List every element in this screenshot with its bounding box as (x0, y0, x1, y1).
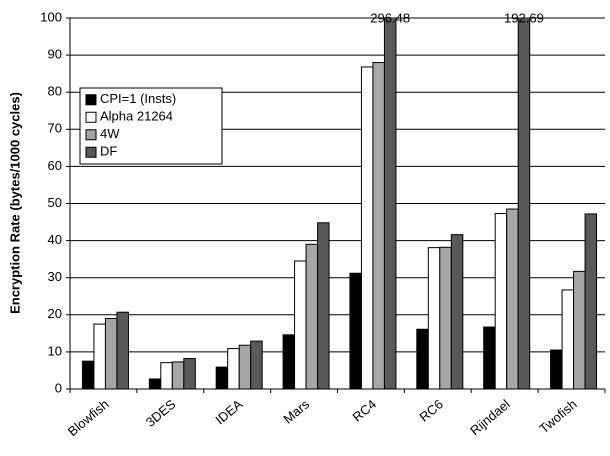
y-tick-label: 60 (48, 158, 62, 173)
legend-swatch (85, 146, 97, 158)
legend-box (79, 87, 223, 165)
x-tick-label: Mars (280, 396, 312, 426)
legend-label: 4W (100, 126, 120, 141)
legend-label: CPI=1 (Insts) (100, 91, 176, 106)
y-tick-label: 70 (48, 121, 62, 136)
y-tick-label: 20 (48, 306, 62, 321)
x-tick-label: 3DES (143, 396, 179, 430)
y-tick-label: 0 (55, 380, 62, 395)
bar (483, 326, 496, 389)
x-tick-label: RC6 (416, 396, 446, 424)
bar (427, 247, 441, 389)
bar (116, 311, 129, 389)
bar (183, 358, 196, 389)
y-axis-label: Encryption Rate (bytes/1000 cycles) (7, 92, 22, 314)
bar (317, 222, 330, 389)
x-tick-label: IDEA (212, 396, 245, 427)
y-tick-label: 100 (40, 9, 62, 24)
legend-swatch (85, 129, 97, 141)
y-tick-label: 90 (48, 47, 62, 62)
bar (584, 213, 598, 389)
y-tick-label: 30 (48, 269, 62, 284)
x-tick-label: Blowfish (65, 396, 112, 439)
y-tick-label: 40 (48, 232, 62, 247)
legend-label: DF (100, 144, 117, 159)
bar (238, 344, 252, 389)
bar (81, 360, 95, 389)
value-label: 192.69 (504, 10, 544, 25)
bar (282, 334, 296, 389)
x-tick-label: RC4 (350, 396, 380, 424)
bar (360, 66, 374, 389)
bar (506, 208, 519, 389)
bar (171, 361, 185, 389)
bar (561, 289, 575, 389)
value-label: 296.48 (370, 10, 410, 25)
bar (227, 348, 240, 389)
bar (573, 270, 586, 389)
bar (160, 362, 173, 389)
bar (517, 18, 531, 389)
x-tick-label: Rijndael (467, 396, 513, 438)
bar (215, 366, 229, 389)
bar (416, 328, 429, 389)
bar (383, 18, 397, 389)
legend-label: Alpha 21264 (100, 109, 173, 124)
bar (372, 62, 385, 389)
bar (250, 340, 263, 389)
y-tick-label: 80 (48, 84, 62, 99)
bars (81, 18, 598, 389)
bar (305, 243, 319, 389)
legend-swatch (85, 94, 97, 106)
bar (148, 378, 162, 389)
bar (104, 318, 118, 389)
y-tick-label: 50 (48, 195, 62, 210)
bar (349, 272, 362, 389)
bar (494, 213, 508, 389)
bar (550, 349, 563, 389)
y-tick-label: 10 (48, 343, 62, 358)
bar (93, 323, 106, 389)
bar (439, 246, 452, 389)
bar (294, 260, 307, 389)
bar (450, 234, 464, 389)
x-tick-label: Twofish (536, 396, 579, 436)
legend-swatch (85, 111, 97, 123)
